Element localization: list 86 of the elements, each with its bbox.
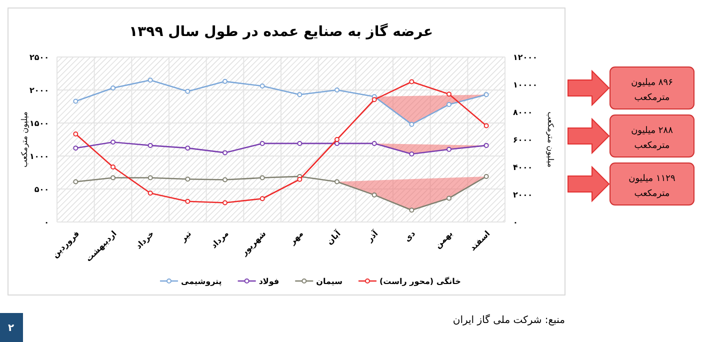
text: منبع: شرکت ملی گاز ایران [452,314,565,326]
point [260,140,265,146]
point [372,140,377,146]
y-tick-label: ۱۵۰۰ [29,119,49,128]
legend-label: سیمان [316,277,343,286]
point [148,142,153,148]
point [484,174,489,179]
point [372,97,377,102]
point [148,190,153,196]
point [409,122,414,127]
x-tick-label: دی [402,229,418,244]
point [297,176,302,182]
point [409,208,414,213]
text: ۱۱۲۹ میلیون مترمکعب [628,174,676,199]
point [372,192,377,198]
text: ۲ [8,323,14,334]
point [73,179,78,184]
y-axis-title: میلیون مترمکعب [20,112,29,168]
y-tick-label: ۰ [44,218,49,227]
x-tick-label: تیر [178,229,194,244]
point [409,79,414,84]
x-tick-label: فروردین [50,229,82,260]
x-tick-label: اردیبهشت [84,228,119,264]
point [110,140,116,145]
legend-label: فولاد [258,277,280,286]
legend-label: خانگی (محور راست) [379,276,462,286]
point [446,146,452,152]
y2-tick-label: ۴۰۰۰ [513,163,533,172]
point [334,179,340,184]
point [222,200,228,206]
point [110,175,116,180]
point [185,198,190,204]
point [484,92,489,98]
point [185,88,190,94]
point [446,102,452,108]
y-tick-label: ۱۰۰۰ [29,152,49,161]
point [446,92,452,97]
y-tick-label: ۲۰۰۰ [29,86,49,95]
y2-tick-label: ۶۰۰۰ [513,136,533,144]
legend-item: سیمان [295,277,342,286]
point [334,88,340,92]
x-tick-label: آبان [324,228,343,246]
point [222,78,228,84]
legend-item: پتروشیمی [160,277,222,286]
point [185,176,190,182]
text: ۸۹۶ میلیون مترمکعب [631,78,674,103]
point [148,175,153,180]
x-tick-label: مهر [287,229,306,247]
point [260,196,265,202]
point [222,150,228,156]
point [297,140,302,146]
legend-label: پتروشیمی [181,277,222,286]
x-tick-label: آذر [364,228,380,244]
y2-axis-title: میلیون مترمکعب [546,112,555,168]
point [409,152,414,157]
point [297,92,302,98]
point [484,142,489,148]
text: ۲۸۸ میلیون مترمکعب [631,126,674,151]
legend-item: فولاد [238,277,280,286]
y2-tick-label: ۲۰۰۰ [513,190,533,200]
point [446,196,452,201]
point [185,146,190,151]
x-tick-label: اسفند [468,228,492,253]
y2-tick-label: ۸۰۰۰ [513,108,533,117]
point [73,132,78,136]
point [110,164,116,170]
point [73,98,78,104]
point [334,137,340,142]
point [222,177,228,182]
chart-title: عرضه گاز به صنایع عمده در طول سال ۱۳۹۹ [129,23,433,40]
x-tick-label: مرداد [209,229,230,250]
y2-tick-label: ۱۰۰۰۰ [513,80,538,90]
y2-tick-label: ۰ [513,218,518,227]
point [110,86,116,91]
legend-item: خانگی (محور راست) [358,277,461,286]
point [484,123,489,128]
x-tick-label: شهریور [238,228,268,258]
y-tick-label: ۵۰۰ [34,185,49,194]
x-tick-label: بهمن [433,229,454,250]
point [260,175,265,180]
point [73,146,78,151]
point [148,78,153,83]
y2-tick-label: ۱۲۰۰۰ [513,53,538,62]
point [260,84,265,89]
x-tick-label: خرداد [134,228,156,251]
y-tick-label: ۲۵۰۰ [29,53,49,62]
